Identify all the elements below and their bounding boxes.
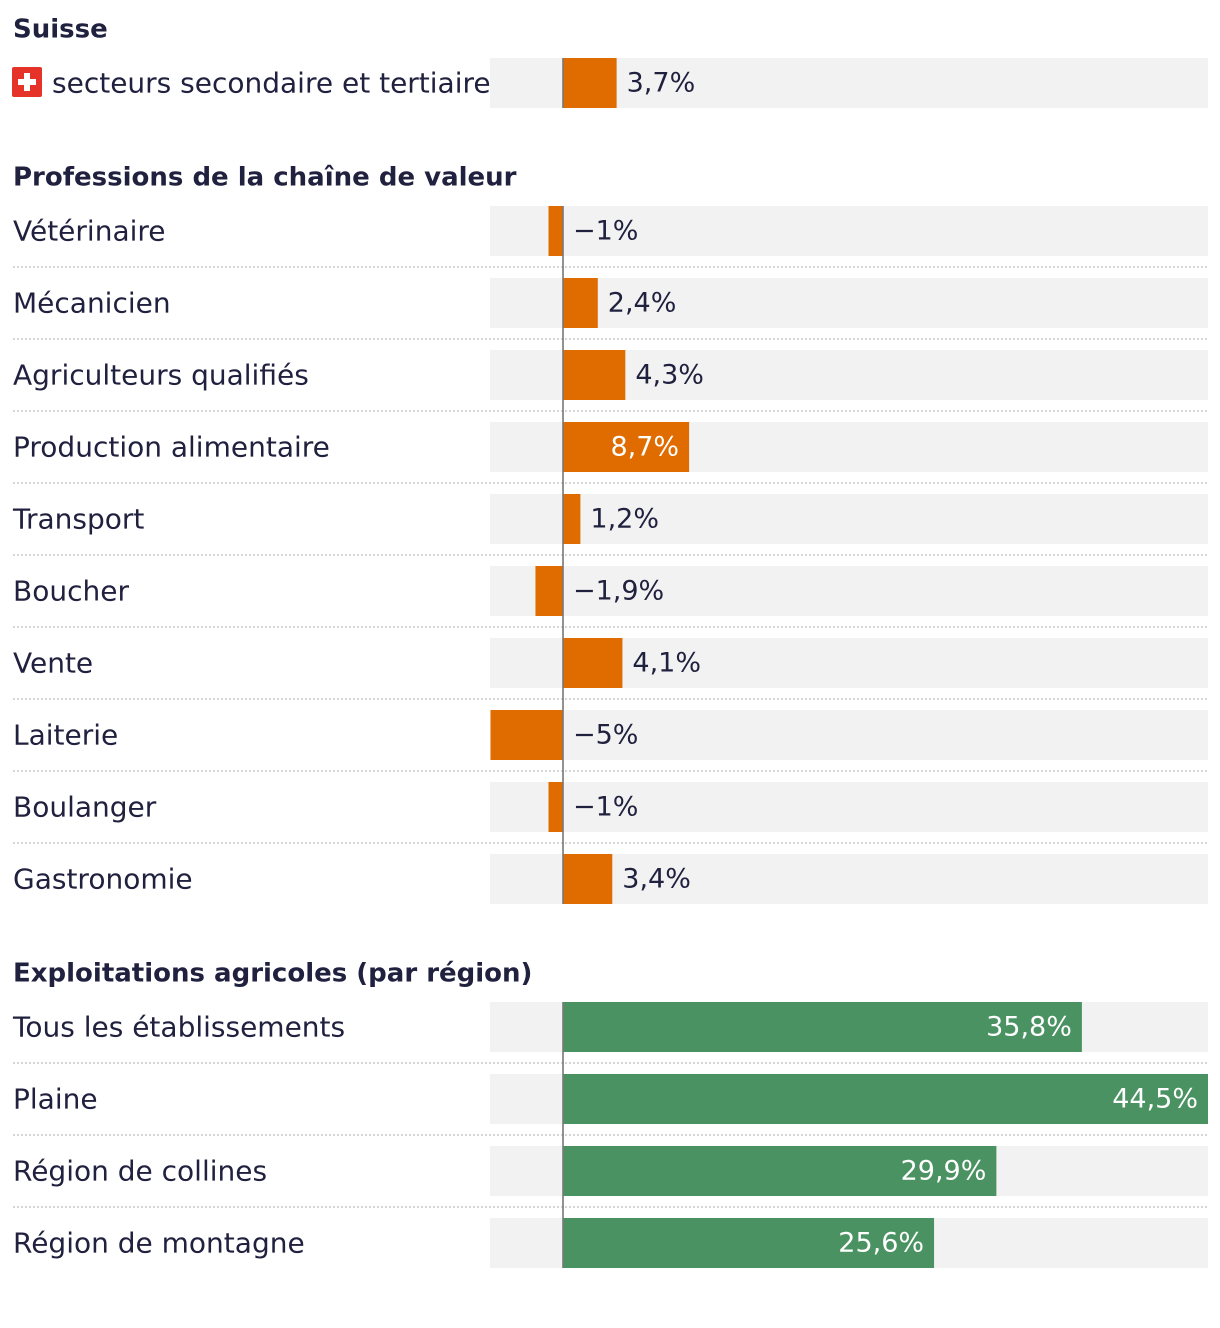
bar [563,58,617,108]
data-label: 4,1% [632,648,701,679]
row-label: Agriculteurs qualifiés [13,359,309,392]
data-label: 44,5% [1112,1084,1198,1115]
bar [548,206,563,256]
data-label: −5% [573,720,638,751]
bar-track [490,710,1208,760]
data-label: −1,9% [573,576,664,607]
bar-row: Vétérinaire −1% [13,206,1208,256]
bar-row: secteurs secondaire et tertiaire 3,7% [12,58,1208,108]
bar-row: Gastronomie 3,4% [13,842,1208,904]
row-label: secteurs secondaire et tertiaire [52,67,491,100]
data-label: 4,3% [635,360,704,391]
row-label: Vétérinaire [13,215,166,248]
data-label: 3,7% [627,68,696,99]
bar [563,854,613,904]
row-label: Transport [12,503,144,536]
bar-track [490,206,1208,256]
bar-row: Région de collines 29,9% [13,1134,1208,1196]
data-label: −1% [573,792,638,823]
bar-row: Région de montagne 25,6% [13,1206,1208,1268]
row-label: Plaine [13,1083,98,1116]
row-label: Région de montagne [13,1227,305,1260]
bar [490,710,563,760]
group-2: Professions de la chaîne de valeur Vétéri… [12,163,1208,904]
bar-track [490,566,1208,616]
swiss-flag-icon [12,67,42,97]
row-label: Production alimentaire [13,431,330,464]
group-3: Exploitations agricoles (par région) Tous… [12,959,1208,1268]
bar [563,638,623,688]
bar-row: Plaine 44,5% [13,1062,1208,1124]
bar-row: Mécanicien 2,4% [13,266,1208,328]
bar-row: Boulanger −1% [13,770,1208,832]
bar-row: Vente 4,1% [13,626,1208,688]
bar-row: Transport 1,2% [12,482,1208,544]
bar-track [490,278,1208,328]
row-label: Boulanger [13,791,157,824]
row-label: Vente [13,647,93,680]
bar [563,350,626,400]
bar-track [490,782,1208,832]
bar [563,1218,935,1268]
bar [563,494,581,544]
bar [563,278,598,328]
group-heading: Suisse [13,15,108,45]
bar [548,782,563,832]
bar-track [490,494,1208,544]
row-label: Tous les établissements [12,1011,345,1044]
data-label: 29,9% [901,1156,987,1187]
data-label: 25,6% [838,1228,924,1259]
bar-row: Agriculteurs qualifiés 4,3% [13,338,1208,400]
bar-row: Tous les établissements 35,8% [12,1002,1208,1052]
bar [563,1146,997,1196]
data-label: 1,2% [590,504,659,535]
row-label: Région de collines [13,1155,267,1188]
group-heading: Professions de la chaîne de valeur [13,163,517,193]
row-label: Mécanicien [13,287,171,320]
bar-row: Laiterie −5% [13,698,1208,760]
data-label: 2,4% [608,288,677,319]
group-heading: Exploitations agricoles (par région) [13,959,532,989]
bar-row: Production alimentaire 8,7% [13,410,1208,472]
row-label: Boucher [13,575,129,608]
data-label: 3,4% [622,864,691,895]
bar [563,422,690,472]
row-label: Gastronomie [13,863,193,896]
bar-row: Boucher −1,9% [13,554,1208,616]
data-label: 8,7% [610,432,679,463]
row-label: Laiterie [13,719,118,752]
data-label: 35,8% [986,1012,1072,1043]
data-label: −1% [573,216,638,247]
bar [563,1074,1208,1124]
bar [535,566,563,616]
bar [563,1002,1082,1052]
group-1: Suisse secteurs secondaire et tertiaire 3,… [12,15,1208,108]
